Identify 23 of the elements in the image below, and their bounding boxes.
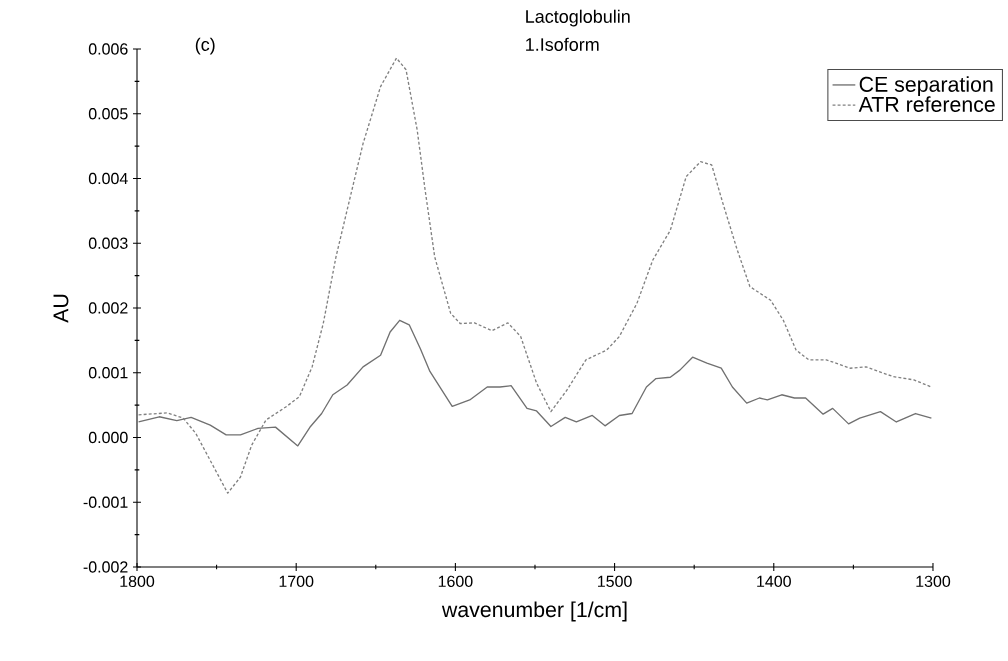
x-tick-label: 1500 [598, 575, 632, 588]
y-tick-label: 0.001 [88, 367, 128, 379]
y-tick-label: 0.004 [88, 172, 128, 185]
line-series [137, 319, 933, 447]
y-tick-label: 0.000 [88, 431, 128, 444]
legend-label: CE separation [859, 76, 993, 97]
x-tick-label: 1700 [279, 575, 314, 588]
y-axis-title: AU [53, 294, 69, 323]
x-tick-label: 1400 [757, 575, 791, 588]
y-tick-label: 0.006 [88, 43, 128, 55]
chart-title: Lactoglobulin [526, 9, 630, 27]
y-tick-label: 0.003 [88, 237, 128, 249]
x-tick-label: 1600 [438, 575, 473, 588]
x-axis-title: wavenumber [1/cm] [441, 601, 627, 622]
y-tick-label: -0.001 [83, 496, 128, 508]
y-tick-label: -0.002 [83, 561, 128, 573]
x-tick-label: 1800 [120, 575, 155, 588]
y-tick-label: 0.005 [88, 108, 128, 120]
y-tick-label: 0.002 [88, 302, 128, 314]
x-tick-label: 1300 [916, 575, 951, 588]
annotation: (c) [195, 37, 215, 55]
chart-subtitle: 1.Isoform [526, 37, 599, 51]
legend-label: ATR reference [858, 96, 995, 112]
